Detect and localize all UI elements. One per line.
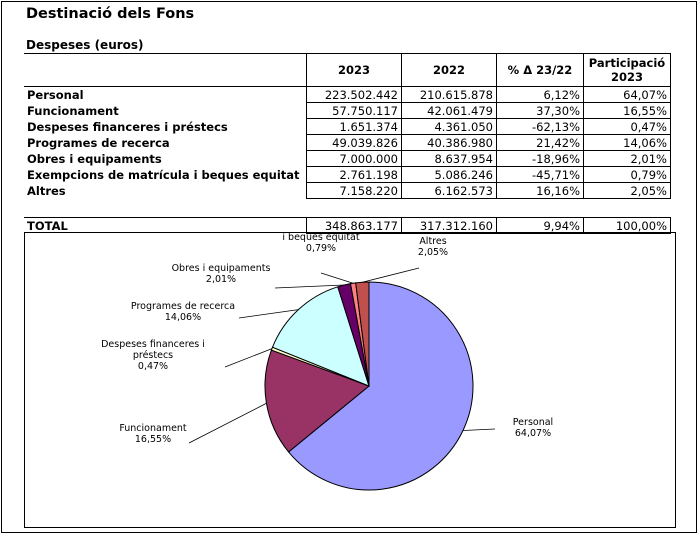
table-row: Exempcions de matrícula i beques equitat… [24,166,671,183]
row-label: Personal [27,87,84,102]
cell-share: 14,06% [583,134,671,151]
table-row: Programes de recerca 49.039.826 40.386.9… [24,134,671,151]
row-label: Despeses financeres i préstecs [27,119,228,134]
total-label: TOTAL [27,218,68,233]
pie-chart: Personal 64,07% Funcionament 16,55% Despeses… [101,221,553,491]
pie-slice-funcionament [264,349,370,453]
slice-label: Altres 2,05% [418,236,448,258]
slice-label: Obres i equipaments 2,01% [172,263,271,285]
cell-2023: 49.039.826 [306,134,402,151]
row-label: Funcionament [27,103,119,118]
cell-2022: 6.162.573 [401,182,497,199]
cell-2023: 223.502.442 [306,86,402,103]
slice-label: Programes de recerca 14,06% [131,301,235,323]
table-row: Obres i equipaments 7.000.000 8.637.954 … [24,150,671,167]
pie-chart-panel: Personal 64,07% Funcionament 16,55% Despeses… [24,221,676,528]
cell-2022: 40.386.980 [401,134,497,151]
cell-2023: 7.158.220 [306,182,402,199]
leader-line [238,309,299,319]
expenses-table: 2023 2022 % Δ 23/22 Participació 2023 Pe… [24,53,671,234]
row-label: Exempcions de matrícula i beques equitat [27,167,300,182]
cell-delta: -45,71% [496,166,584,183]
table-total-row: TOTAL 348.863.177 317.312.160 9,94% 100,… [24,217,671,234]
cell-2023: 2.761.198 [306,166,402,183]
leader-line [462,428,496,431]
cell-share: 2,01% [583,150,671,167]
table-row: Altres 7.158.220 6.162.573 16,16% 2,05% [24,182,671,199]
pie-slice-programes-de-recerca [271,286,370,387]
table-header-row: 2023 2022 % Δ 23/22 Participació 2023 [24,53,671,87]
cell-share: 0,47% [583,118,671,135]
cell-delta: -62,13% [496,118,584,135]
table-subtitle: Despeses (euros) [26,38,144,52]
leader-line [224,348,273,368]
header-delta: % Δ 23/22 [496,53,584,87]
total-2023: 348.863.177 [306,217,402,234]
cell-delta: -18,96% [496,150,584,167]
row-label: Programes de recerca [27,135,170,150]
header-blank [24,53,307,87]
header-2023: 2023 [306,53,402,87]
cell-2023: 57.750.117 [306,102,402,119]
leader-line [320,272,354,284]
header-share: Participació 2023 [583,53,671,87]
cell-delta: 37,30% [496,102,584,119]
cell-2023: 1.651.374 [306,118,402,135]
row-label: Obres i equipaments [27,151,162,166]
cell-2022: 5.086.246 [401,166,497,183]
cell-share: 2,05% [583,182,671,199]
cell-share: 64,07% [583,86,671,103]
cell-share: 0,79% [583,166,671,183]
slice-label: Funcionament 16,55% [119,423,187,445]
total-share: 100,00% [583,217,671,234]
leader-line [188,402,267,444]
cell-delta: 16,16% [496,182,584,199]
slice-label: Despeses financeres i préstecs 0,47% [101,339,205,372]
leader-line [274,284,345,289]
total-delta: 9,94% [496,217,584,234]
slice-label: Personal 64,07% [513,417,553,439]
cell-2022: 210.615.878 [401,86,497,103]
leader-line [362,267,420,283]
cell-2022: 42.061.479 [401,102,497,119]
pie-slice-altres [355,281,370,387]
table-row: Personal 223.502.442 210.615.878 6,12% 6… [24,86,671,103]
table-row: Despeses financeres i préstecs 1.651.374… [24,118,671,135]
table-row: Funcionament 57.750.117 42.061.479 37,30… [24,102,671,119]
cell-2023: 7.000.000 [306,150,402,167]
cell-2022: 4.361.050 [401,118,497,135]
table-spacer [24,199,671,218]
cell-2022: 8.637.954 [401,150,497,167]
cell-delta: 6,12% [496,86,584,103]
header-2022: 2022 [401,53,497,87]
page-title: Destinació dels Fons [26,6,195,22]
cell-delta: 21,42% [496,134,584,151]
total-2022: 317.312.160 [401,217,497,234]
cell-share: 16,55% [583,102,671,119]
row-label: Altres [27,183,66,198]
